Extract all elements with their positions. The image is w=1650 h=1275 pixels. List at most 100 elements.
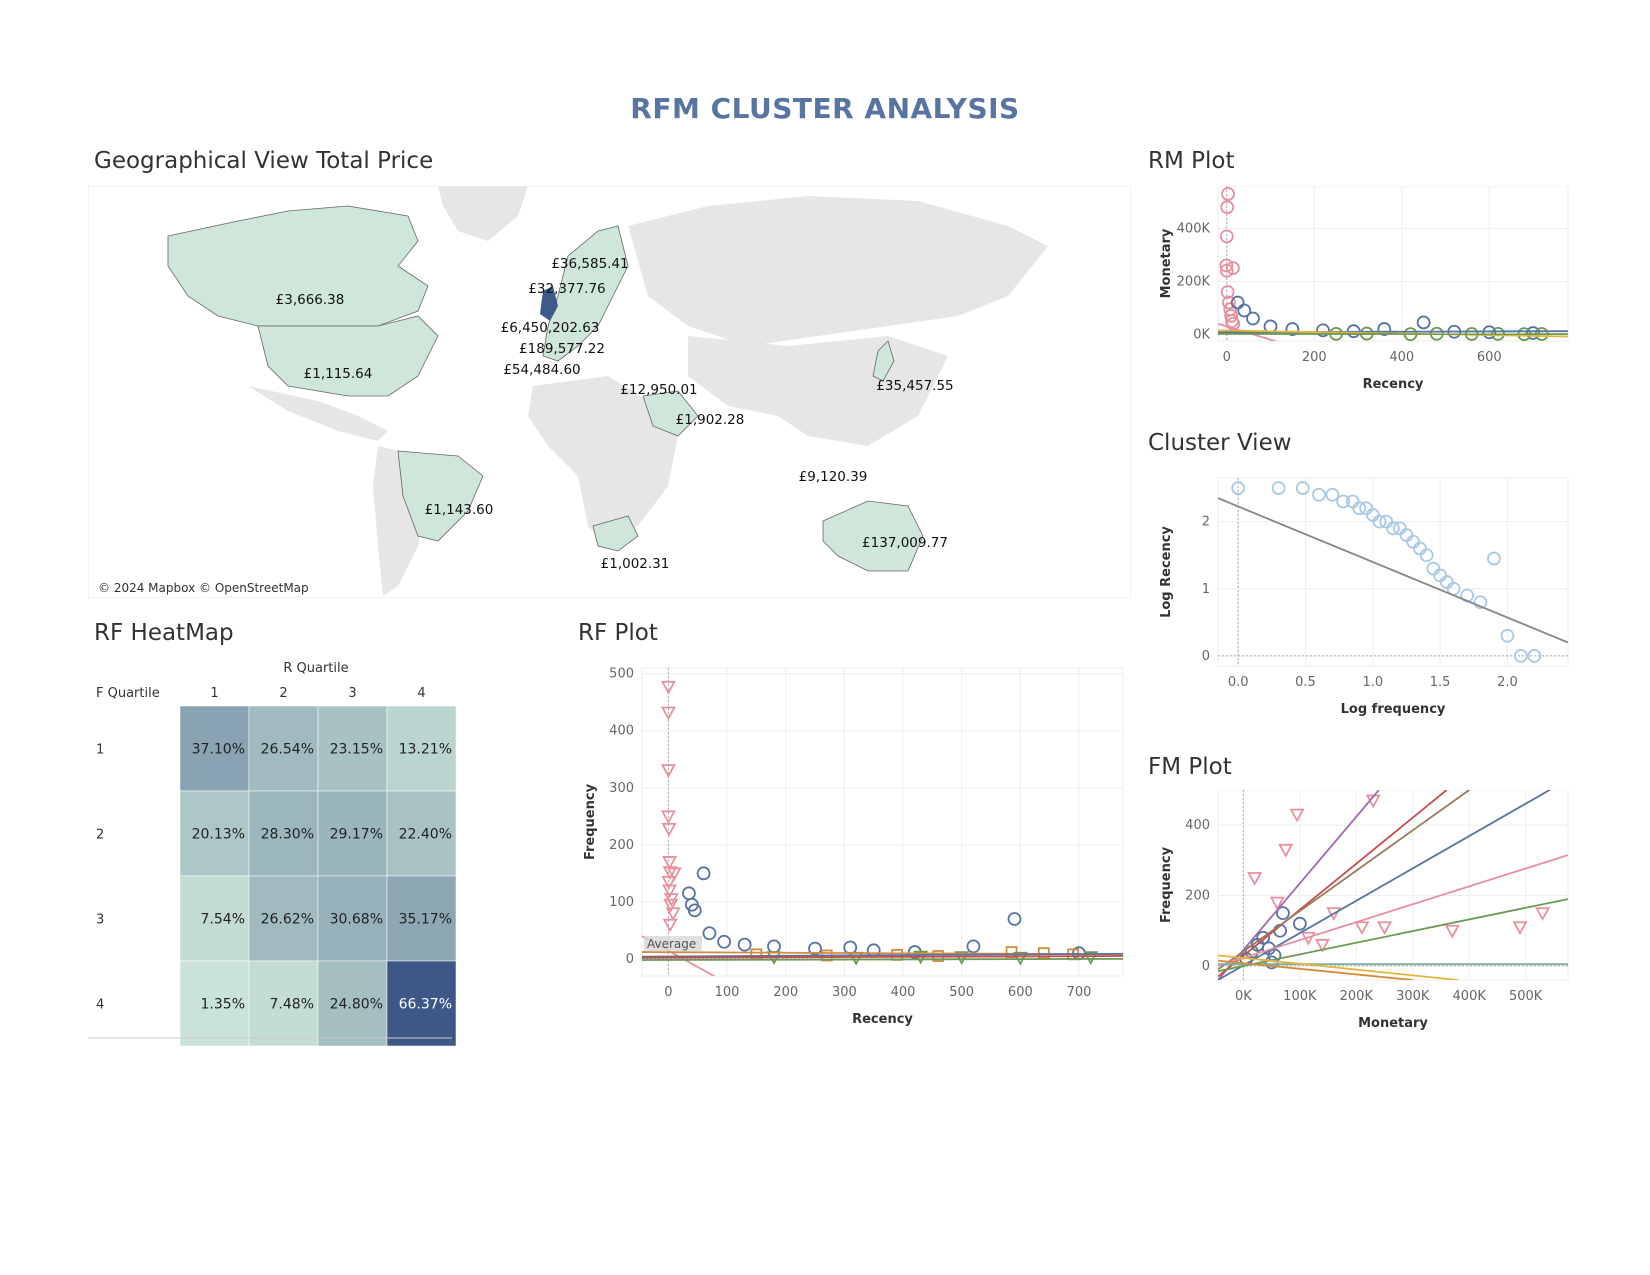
rf-plot-title: RF Plot	[578, 620, 658, 646]
heatmap-cell[interactable]	[248, 790, 319, 877]
data-point[interactable]	[1219, 258, 1234, 273]
data-point[interactable]	[954, 951, 970, 966]
cluster-view[interactable]: 0 1 2 0.0 0.5 1.0 1.5 2.0 Log frequency Log Recen…	[1148, 466, 1578, 736]
data-point[interactable]	[1222, 295, 1236, 310]
data-point[interactable]	[1256, 930, 1271, 945]
data-point[interactable]	[696, 866, 711, 881]
data-point[interactable]	[1237, 303, 1252, 318]
data-point[interactable]	[1336, 494, 1351, 509]
data-point[interactable]	[702, 926, 717, 941]
data-point[interactable]	[1500, 628, 1515, 643]
data-point[interactable]	[1231, 481, 1246, 495]
data-point[interactable]	[717, 934, 732, 949]
data-point[interactable]	[1083, 951, 1099, 966]
heatmap-cell[interactable]	[386, 960, 457, 1047]
data-point[interactable]	[1487, 551, 1501, 566]
data-point[interactable]	[966, 939, 981, 954]
data-point[interactable]	[1352, 501, 1367, 516]
data-point[interactable]	[1416, 315, 1431, 330]
heatmap-svg[interactable]: R Quartile F Quartile 1 2 3 4 1 37.10% 26.54% 2…	[88, 656, 468, 1047]
map-label-south-africa: £1,002.31	[601, 556, 670, 572]
data-point[interactable]	[1225, 261, 1240, 276]
data-point[interactable]	[1219, 229, 1234, 244]
data-point[interactable]	[1276, 906, 1290, 921]
data-point[interactable]	[666, 867, 682, 882]
data-point[interactable]	[1247, 872, 1263, 886]
data-point[interactable]	[661, 875, 677, 890]
data-point[interactable]	[1219, 263, 1234, 278]
data-point[interactable]	[1526, 326, 1540, 340]
data-point[interactable]	[1224, 308, 1239, 323]
fm-plot-svg[interactable]: 0 200 400 0K 100K 200K 300K 400K 500K Monetary Fre…	[1148, 789, 1578, 1040]
heatmap-cell[interactable]	[179, 790, 250, 877]
data-point[interactable]	[665, 907, 681, 922]
data-point[interactable]	[1316, 323, 1330, 338]
data-point[interactable]	[1292, 916, 1307, 931]
cluster-view-svg[interactable]: 0 1 2 0.0 0.5 1.0 1.5 2.0 Log frequency Log Recen…	[1148, 466, 1578, 736]
data-point[interactable]	[687, 903, 702, 918]
data-point[interactable]	[737, 937, 752, 952]
data-point[interactable]	[1377, 921, 1393, 936]
data-point[interactable]	[1527, 649, 1542, 663]
data-point[interactable]	[660, 706, 676, 721]
data-point[interactable]	[660, 764, 676, 778]
heatmap-cell[interactable]	[179, 705, 250, 792]
heatmap-cell[interactable]	[248, 705, 319, 792]
geo-map[interactable]: £36,585.41 £32,377.76 £3,666.38 £6,450,2…	[87, 185, 1132, 599]
data-point[interactable]	[660, 680, 676, 695]
data-point[interactable]	[1264, 955, 1279, 970]
data-point[interactable]	[1271, 481, 1286, 495]
heatmap-cell[interactable]	[248, 875, 319, 962]
data-point[interactable]	[662, 918, 678, 933]
data-point[interactable]	[663, 898, 679, 913]
rf-plot[interactable]: 0 100 200 300 400 500 0 100 200 300 400 500 600 700 Av…	[578, 656, 1133, 1036]
data-point[interactable]	[1325, 487, 1340, 502]
data-point[interactable]	[1220, 285, 1235, 299]
rm-plot-svg[interactable]: 0K 200K 400K 0 200 400 600 Recency Monetary	[1148, 185, 1578, 406]
heatmap-cell[interactable]	[317, 790, 388, 877]
rf-heatmap[interactable]: R Quartile F Quartile 1 2 3 4 1 37.10% 26.54% 2…	[88, 656, 468, 1047]
map-svg[interactable]: £36,585.41 £32,377.76 £3,666.38 £6,450,2…	[87, 185, 1132, 599]
data-point[interactable]	[1535, 907, 1551, 922]
data-point[interactable]	[1444, 924, 1460, 939]
data-point[interactable]	[662, 884, 678, 899]
data-point[interactable]	[1246, 311, 1260, 326]
data-point[interactable]	[1312, 487, 1326, 502]
data-point[interactable]	[1007, 912, 1022, 926]
data-point[interactable]	[1289, 808, 1305, 823]
heatmap-cell[interactable]	[317, 960, 388, 1047]
data-point[interactable]	[1513, 649, 1528, 663]
data-point[interactable]	[1354, 921, 1370, 936]
data-point[interactable]	[808, 941, 822, 956]
data-point[interactable]	[662, 856, 678, 870]
heatmap-cell[interactable]	[179, 960, 250, 1047]
heatmap-cell[interactable]	[386, 875, 457, 962]
data-point[interactable]	[1419, 548, 1434, 563]
data-point[interactable]	[1473, 595, 1488, 610]
data-point[interactable]	[1512, 921, 1528, 936]
data-point[interactable]	[1372, 514, 1387, 529]
data-point[interactable]	[1285, 322, 1300, 336]
data-point[interactable]	[1221, 187, 1235, 201]
data-point[interactable]	[1220, 200, 1235, 215]
data-point[interactable]	[1269, 896, 1285, 911]
rf-plot-svg[interactable]: 0 100 200 300 400 500 0 100 200 300 400 500 600 700 Av…	[578, 656, 1133, 1036]
data-point[interactable]	[660, 810, 676, 825]
trend-line	[1218, 959, 1413, 980]
data-point[interactable]	[1326, 907, 1342, 922]
heatmap-cell[interactable]	[317, 875, 388, 962]
data-point[interactable]	[662, 866, 678, 881]
data-point[interactable]	[1278, 843, 1294, 858]
heatmap-cell[interactable]	[179, 875, 250, 962]
heatmap-cell[interactable]	[248, 960, 319, 1047]
heatmap-cell[interactable]	[386, 790, 457, 877]
data-point[interactable]	[1377, 322, 1392, 336]
data-point[interactable]	[1386, 521, 1400, 536]
map-label-saudi: £1,902.28	[676, 412, 745, 428]
fm-plot[interactable]: 0 200 400 0K 100K 200K 300K 400K 500K Monetary Fre…	[1148, 789, 1578, 1040]
trend-line	[1218, 790, 1470, 971]
data-point[interactable]	[661, 822, 677, 837]
data-point[interactable]	[1295, 481, 1310, 495]
rm-plot[interactable]: 0K 200K 400K 0 200 400 600 Recency Monetary	[1148, 185, 1578, 406]
data-point[interactable]	[1314, 938, 1330, 953]
